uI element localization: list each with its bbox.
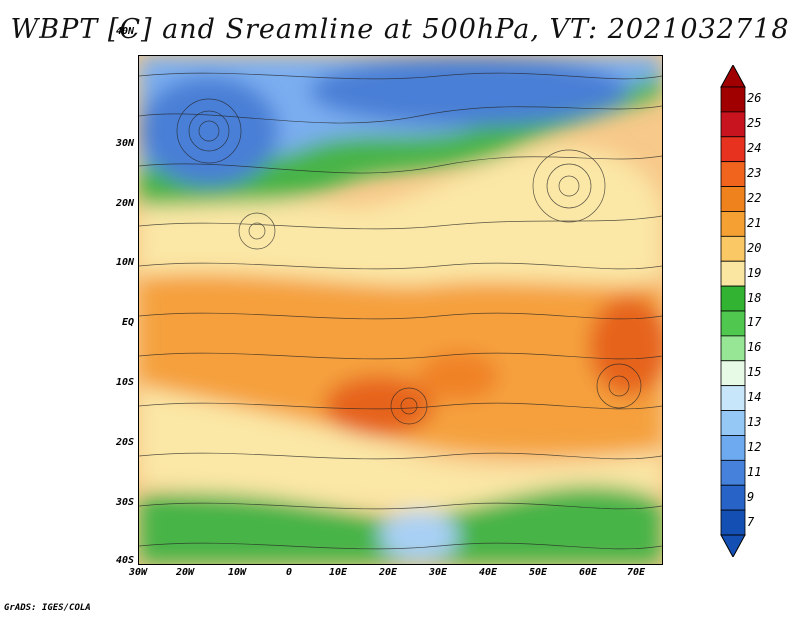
colorbar-label: 18 [747,290,762,305]
chart-title: WBPT [C] and Sreamline at 500hPa, VT: 20… [10,14,790,45]
colorbar-label: 25 [747,116,762,131]
lon-label-10w: 10W [227,567,247,578]
colorbar-box [720,360,746,387]
lon-label-20e: 20E [378,567,398,578]
field-yellow-south [139,386,662,511]
colorbar-box [720,435,746,461]
lon-label-30e: 30E [428,567,448,578]
colorbar-label: 17 [747,315,762,330]
colorbar-label: 20 [747,240,762,255]
colorbar-box [720,459,746,486]
colorbar-bottom-arrow [720,534,746,557]
colorbar-label: 7 [747,514,755,529]
colorbar-box [720,484,746,511]
colorbar-box [720,310,746,337]
lat-label-20n: 20N [115,198,134,209]
field-orange-band [139,273,662,454]
colorbar-label: 11 [747,464,762,479]
lat-label-30n: 30N [115,138,134,149]
map-canvas [139,56,662,564]
field-yellow-ridge [139,146,662,306]
field-cold-low [139,76,279,186]
lat-label-30s: 30S [115,497,134,508]
colorbar-box [720,410,746,436]
lon-label-20w: 20W [175,567,195,578]
colorbar-label: 23 [747,166,762,181]
colorbar-label: 16 [747,340,762,355]
colorbar-box [720,509,746,536]
colorbar-label: 12 [747,439,762,454]
colorbar-label: 15 [747,365,762,380]
lat-label-eq: EQ [121,317,134,328]
colorbar-box [720,335,746,362]
colorbar-box [720,211,746,237]
lon-label-10e: 10E [328,567,348,578]
lon-label-0: 0 [285,567,293,578]
lat-label-40s: 40S [115,555,134,566]
lon-label-50e: 50E [528,567,548,578]
colorbar-label: 22 [747,191,762,205]
colorbar-box [720,285,746,312]
lat-label-20s: 20S [115,437,134,448]
colorbar-box [720,111,746,138]
colorbar-label: 19 [747,265,762,280]
colorbar-top-arrow [720,65,746,88]
lon-label-40e: 40E [478,567,498,578]
colorbar-boxes [720,86,746,536]
lat-label-40n: 40N [115,26,134,37]
lon-label-60e: 60E [578,567,598,578]
colorbar-box [720,235,746,262]
colorbar-box [720,161,746,187]
colorbar-label: 24 [747,141,762,156]
colorbar-box [720,86,746,113]
lon-label-30w: 30W [128,567,148,578]
lat-label-10s: 10S [115,377,134,388]
colorbar-box [720,385,746,411]
colorbar-label: 9 [747,489,755,504]
colorbar-label: 26 [747,91,762,106]
lon-label-70e: 70E [626,567,646,578]
streamlines [139,72,662,550]
lat-label-10n: 10N [115,257,134,268]
wbpt-map [138,55,663,565]
colorbar-box [720,136,746,163]
footer-credit: GrADS: IGES/COLA [4,603,91,613]
colorbar-label: 21 [747,215,762,230]
colorbar-box [720,186,746,212]
colorbar-box [720,260,746,287]
field-hot-core [324,376,434,436]
colorbar-label: 14 [747,390,762,405]
colorbar-label: 13 [747,415,762,429]
colorbar [720,65,746,557]
